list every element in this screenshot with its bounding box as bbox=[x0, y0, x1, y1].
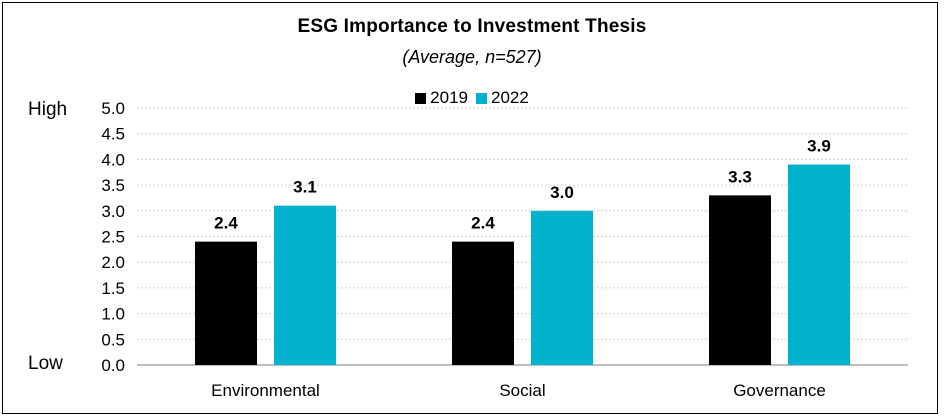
data-label: 3.1 bbox=[293, 178, 317, 197]
y-tick-label: 1.5 bbox=[101, 279, 125, 298]
y-tick-label: 4.5 bbox=[101, 125, 125, 144]
y-tick-label: 3.0 bbox=[101, 202, 125, 221]
data-label: 2.4 bbox=[214, 214, 238, 233]
y-tick-label: 0.5 bbox=[101, 330, 125, 349]
data-label: 3.9 bbox=[807, 137, 831, 156]
y-tick-label: 2.5 bbox=[101, 228, 125, 247]
x-category-label: Governance bbox=[733, 381, 826, 400]
x-category-label: Social bbox=[499, 381, 545, 400]
legend-item-2019: 2019 bbox=[415, 88, 468, 108]
y-tick-label: 0.0 bbox=[101, 356, 125, 375]
bar-2022-social bbox=[531, 210, 593, 365]
y-tick-label: 3.5 bbox=[101, 176, 125, 195]
bar-2022-governance bbox=[788, 164, 850, 365]
chart-subtitle: (Average, n=527) bbox=[402, 47, 542, 67]
data-label: 3.0 bbox=[550, 183, 574, 202]
y-high-label: High bbox=[28, 99, 68, 120]
y-low-label: Low bbox=[28, 353, 63, 374]
data-label: 2.4 bbox=[471, 214, 495, 233]
legend-label-2022: 2022 bbox=[491, 88, 529, 107]
data-label: 3.3 bbox=[728, 167, 752, 186]
legend-swatch-2019 bbox=[415, 92, 427, 104]
y-tick-label: 4.0 bbox=[101, 150, 125, 169]
bar-2019-governance bbox=[709, 195, 771, 365]
y-tick-label: 2.0 bbox=[101, 253, 125, 272]
bar-2022-environmental bbox=[274, 205, 336, 365]
y-tick-label: 1.0 bbox=[101, 305, 125, 324]
legend-swatch-2022 bbox=[476, 92, 487, 104]
bar-2019-social bbox=[452, 241, 514, 365]
legend-item-2022: 2022 bbox=[476, 88, 529, 108]
legend: 2019 2022 bbox=[0, 88, 944, 108]
legend-label-2019: 2019 bbox=[430, 88, 468, 107]
x-category-label: Environmental bbox=[211, 381, 320, 400]
bar-2019-environmental bbox=[195, 241, 257, 365]
y-tick-label: 5.0 bbox=[101, 99, 125, 118]
chart-title: ESG Importance to Investment Thesis bbox=[297, 16, 647, 37]
